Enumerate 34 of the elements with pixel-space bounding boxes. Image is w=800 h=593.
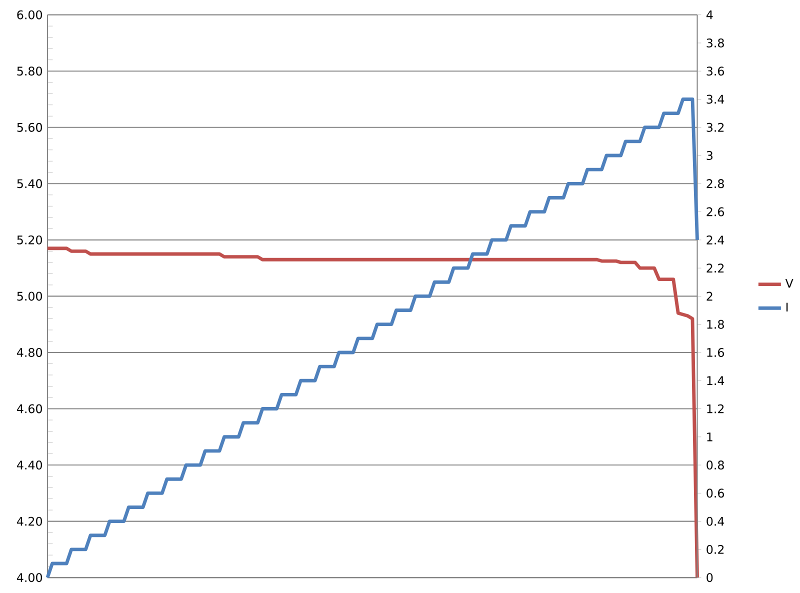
- y2-tick-label: 0.8: [706, 460, 724, 470]
- y2-tick-label: 0: [706, 572, 713, 582]
- y2-tick-label: 0.2: [706, 544, 724, 554]
- y2-tick-label: 2.8: [706, 178, 724, 188]
- y-tick-label: 5.00: [17, 292, 42, 300]
- y-tick-label: 5.60: [17, 122, 42, 132]
- y2-tick-label: 2.4: [706, 235, 724, 244]
- legend-label: I: [786, 302, 788, 312]
- y2-tick-label: 4: [706, 10, 713, 19]
- y2-tick-label: 1: [707, 432, 712, 442]
- y2-tick-label: 0.6: [706, 488, 724, 498]
- y-tick-label: 4.20: [16, 516, 42, 526]
- y-tick-label: 4.00: [16, 572, 42, 582]
- y2-tick-label: 3.4: [706, 94, 724, 104]
- y2-tick-label: 2.2: [706, 263, 724, 272]
- y2-tick-label: 1.4: [707, 376, 724, 385]
- y2-tick-label: 3.8: [706, 38, 724, 48]
- y2-tick-label: 2: [706, 292, 712, 300]
- y-tick-label: 4.40: [16, 460, 42, 470]
- y-tick-label: 5.40: [17, 178, 42, 188]
- legend-label: V: [785, 278, 794, 288]
- y-tick-label: 5.80: [17, 66, 42, 76]
- y2-tick-label: 1.2: [707, 404, 724, 413]
- y2-tick-label: 2.6: [706, 207, 724, 216]
- y2-tick-label: 0.4: [706, 516, 724, 526]
- y2-tick-label: 3.2: [706, 122, 724, 132]
- y2-tick-label: 3.6: [706, 66, 724, 76]
- y2-tick-label: 1.8: [707, 320, 724, 329]
- y-tick-label: 6.00: [17, 10, 42, 20]
- y-tick-label: 4.60: [16, 404, 42, 414]
- y-tick-label: 5.20: [17, 235, 42, 244]
- y2-tick-label: 3: [706, 150, 712, 160]
- y-tick-label: 4.80: [16, 348, 42, 357]
- y2-tick-label: 1.6: [707, 348, 724, 357]
